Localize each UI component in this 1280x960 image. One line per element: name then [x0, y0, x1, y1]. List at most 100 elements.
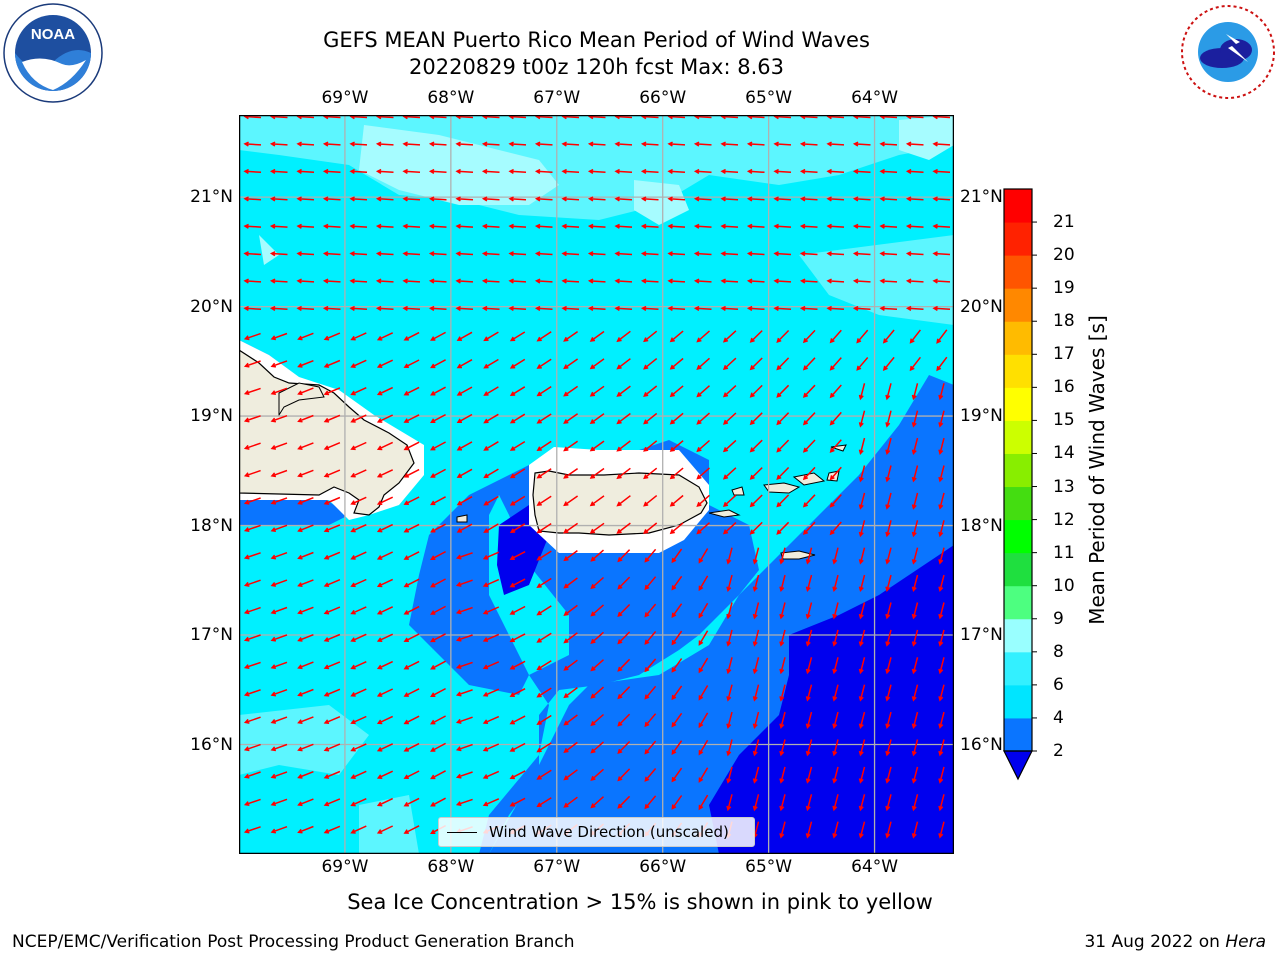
colorbar-tick-label: 2 [1053, 741, 1064, 761]
wind-wave-arrow [297, 771, 314, 779]
wind-wave-arrow [322, 305, 341, 312]
wind-wave-arrow [693, 223, 712, 229]
wind-wave-arrow [726, 794, 733, 812]
wind-wave-arrow [911, 465, 919, 483]
wind-wave-arrow [752, 629, 760, 647]
latitude-label: 17°N [960, 625, 1003, 646]
wind-wave-arrow [428, 223, 447, 229]
wind-wave-arrow [858, 410, 866, 428]
wind-wave-arrow [671, 685, 683, 701]
wind-wave-arrow [779, 629, 786, 647]
wind-wave-arrow [805, 684, 813, 702]
wind-wave-arrow [616, 440, 631, 452]
wind-wave-arrow [752, 547, 760, 565]
wind-wave-arrow [829, 329, 842, 344]
wind-wave-arrow [852, 196, 871, 202]
wind-wave-arrow [911, 574, 919, 593]
wind-wave-arrow [402, 141, 421, 147]
wind-wave-arrow [350, 743, 367, 752]
wind-wave-arrow [802, 329, 816, 344]
wind-wave-arrow [297, 579, 314, 587]
wind-wave-arrow [376, 551, 394, 560]
wind-wave-arrow [911, 684, 919, 702]
latitude-label: 19°N [190, 406, 233, 427]
wind-wave-arrow [671, 740, 683, 755]
field-2-4s-nw [239, 495, 349, 525]
wind-wave-arrow [403, 633, 420, 643]
wind-wave-arrow [726, 629, 733, 647]
wind-wave-arrow [640, 251, 659, 257]
wind-wave-arrow [323, 661, 341, 670]
wind-wave-arrow [749, 467, 763, 480]
longitude-label: 68°W [427, 857, 475, 877]
wind-wave-arrow [270, 771, 288, 779]
colorbar-tick-label: 16 [1053, 377, 1075, 398]
latitude-label: 20°N [960, 296, 1003, 317]
wind-wave-arrow [805, 766, 813, 784]
wind-wave-arrow [297, 332, 314, 341]
wind-wave-arrow [243, 497, 261, 505]
wind-wave-arrow [614, 141, 633, 147]
wind-wave-arrow [376, 633, 394, 643]
wind-wave-arrow [616, 358, 631, 370]
wind-wave-arrow [696, 412, 710, 425]
wind-wave-arrow [481, 168, 500, 175]
wind-wave-arrow [905, 141, 924, 147]
colorbar-segment [1004, 486, 1032, 521]
colorbar-segment [1004, 354, 1032, 388]
wind-wave-arrow [938, 465, 945, 483]
wind-wave-arrow [402, 278, 421, 284]
wind-wave-arrow [243, 305, 262, 312]
wind-wave-arrow [350, 578, 367, 588]
wind-wave-arrow [428, 141, 447, 147]
wind-wave-arrow [509, 440, 526, 451]
chart-subtitle: 20220829 t00z 120h fcst Max: 8.63 [409, 55, 784, 79]
wind-wave-arrow [243, 223, 262, 229]
wind-wave-arrow [376, 825, 394, 834]
wind-wave-arrow [885, 766, 892, 784]
wind-wave-arrow [536, 687, 552, 698]
wind-wave-arrow [938, 629, 945, 647]
wind-wave-arrow [832, 684, 839, 702]
wind-wave-arrow [805, 711, 813, 730]
wind-wave-arrow [349, 196, 368, 202]
wind-wave-arrow [911, 739, 919, 757]
land-culebra [731, 486, 745, 496]
wind-wave-arrow [885, 602, 892, 620]
chart-title: GEFS MEAN Puerto Rico Mean Period of Win… [323, 28, 870, 52]
wind-wave-arrow [671, 603, 683, 618]
wind-wave-arrow [455, 689, 473, 697]
wind-wave-arrow [350, 414, 367, 423]
wind-wave-arrow [832, 629, 839, 647]
wind-wave-arrow [536, 714, 552, 725]
wind-wave-arrow [534, 196, 553, 202]
wind-wave-arrow [589, 440, 605, 452]
wind-wave-arrow [243, 579, 261, 587]
wind-wave-arrow [297, 442, 314, 450]
wind-wave-arrow [563, 467, 579, 479]
wind-wave-arrow [852, 278, 871, 284]
wind-wave-arrow [430, 797, 446, 807]
wind-wave-arrow [938, 602, 945, 620]
wind-wave-arrow [858, 574, 866, 593]
latitude-label: 21°N [190, 187, 233, 208]
longitude-label: 67°W [533, 88, 581, 108]
wind-wave-arrow [455, 661, 473, 670]
wind-wave-arrow [749, 330, 763, 343]
wind-wave-arrow [698, 794, 709, 811]
wind-wave-arrow [832, 602, 839, 620]
wind-wave-arrow [669, 412, 684, 425]
wind-wave-arrow [455, 579, 473, 587]
wind-wave-arrow [879, 278, 898, 284]
wind-wave-arrow [297, 497, 314, 505]
wind-wave-arrow [805, 574, 813, 593]
longitude-label: 69°W [321, 857, 369, 877]
wind-wave-arrow [773, 223, 792, 229]
wind-wave-arrow [746, 223, 765, 229]
colorbar-segment [1004, 255, 1032, 289]
wind-wave-arrow [852, 251, 871, 257]
wind-wave-arrow [563, 796, 578, 808]
wind-wave-arrow [483, 523, 499, 533]
wind-wave-arrow [726, 547, 733, 565]
wind-wave-arrow [375, 196, 394, 202]
